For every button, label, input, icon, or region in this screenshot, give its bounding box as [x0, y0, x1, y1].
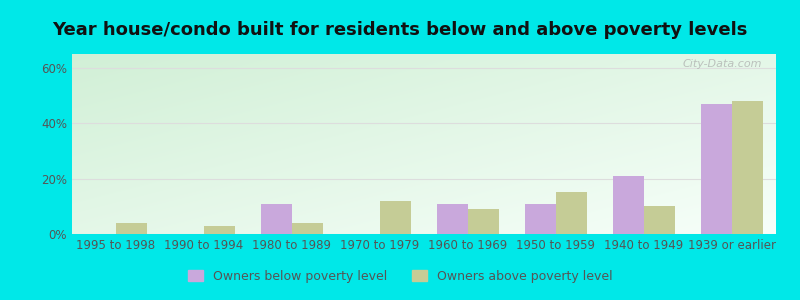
Bar — [468, 209, 499, 234]
Text: City-Data.com: City-Data.com — [682, 59, 762, 69]
Bar — [292, 223, 323, 234]
Bar — [261, 203, 292, 234]
Bar — [380, 201, 411, 234]
Bar — [614, 176, 644, 234]
Bar — [116, 223, 147, 234]
Bar — [438, 203, 468, 234]
Bar — [556, 193, 586, 234]
Legend: Owners below poverty level, Owners above poverty level: Owners below poverty level, Owners above… — [182, 265, 618, 288]
Bar — [732, 101, 763, 234]
Bar — [526, 203, 556, 234]
Bar — [644, 206, 674, 234]
Bar — [204, 226, 235, 234]
Bar — [701, 104, 732, 234]
Text: Year house/condo built for residents below and above poverty levels: Year house/condo built for residents bel… — [52, 21, 748, 39]
